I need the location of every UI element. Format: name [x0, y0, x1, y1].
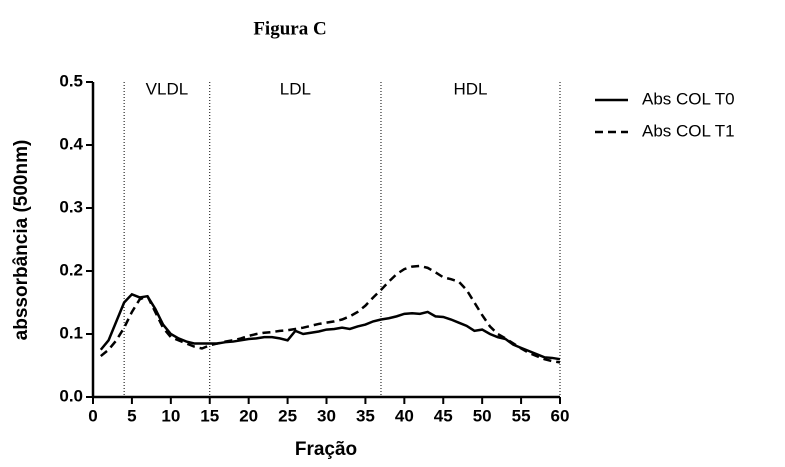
legend-label: Abs COL T1: [642, 121, 735, 140]
x-tick-label: 40: [395, 406, 414, 425]
x-tick-label: 5: [127, 406, 136, 425]
region-label: LDL: [280, 79, 311, 98]
y-tick-label: 0.0: [59, 386, 83, 405]
series-line: [99, 292, 561, 361]
region-label: VLDL: [146, 79, 189, 98]
x-tick-label: 10: [161, 406, 180, 425]
x-tick-label: 25: [278, 406, 297, 425]
x-tick-label: 20: [239, 406, 258, 425]
y-tick-label: 0.2: [59, 260, 83, 279]
x-tick-label: 55: [512, 406, 531, 425]
x-tick-label: 35: [356, 406, 375, 425]
x-tick-label: 0: [88, 406, 97, 425]
y-tick-label: 0.4: [59, 134, 83, 153]
x-axis-title: Fração: [295, 439, 357, 460]
x-tick-label: 30: [317, 406, 336, 425]
series-line: [99, 264, 561, 364]
x-tick-label: 15: [200, 406, 219, 425]
x-tick-label: 50: [473, 406, 492, 425]
region-label: HDL: [453, 79, 487, 98]
x-tick-label: 45: [434, 406, 453, 425]
x-tick-label: 60: [551, 406, 570, 425]
legend-label: Abs COL T0: [642, 89, 735, 108]
y-tick-label: 0.1: [59, 323, 83, 342]
y-tick-label: 0.5: [59, 71, 83, 90]
y-tick-label: 0.3: [59, 197, 83, 216]
y-axis-title: abssorbância (500nm): [11, 140, 32, 341]
chart-title: Figura C: [253, 18, 326, 39]
